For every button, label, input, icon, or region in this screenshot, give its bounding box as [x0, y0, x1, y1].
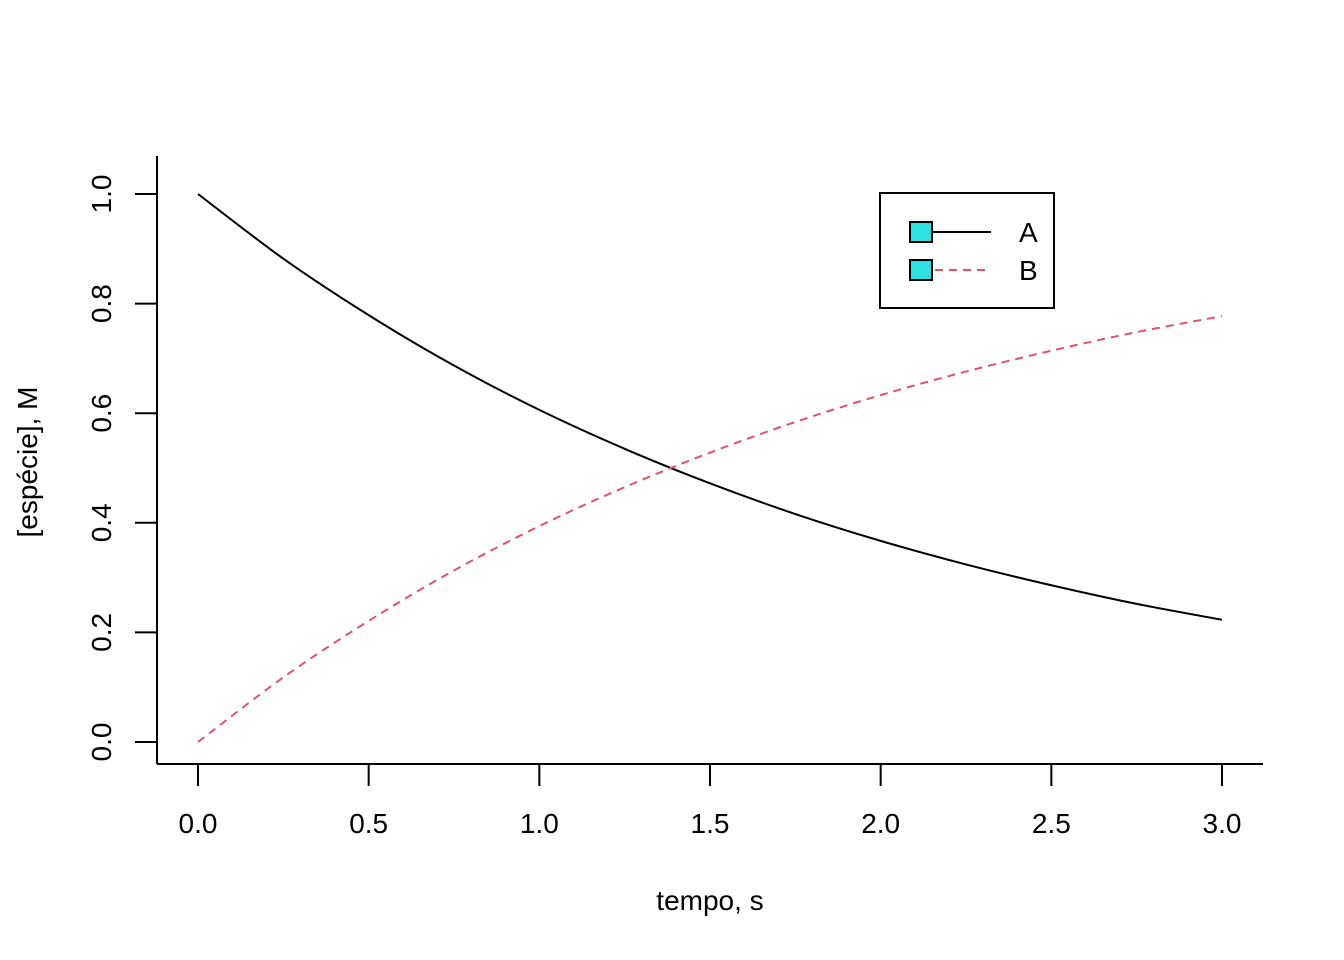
y-axis-title: [espécie], M: [12, 387, 43, 538]
x-tick-label: 2.5: [1032, 808, 1071, 839]
plot-lines: [197, 193, 1223, 743]
x-tick-label: 3.0: [1203, 808, 1242, 839]
y-tick-label: 1.0: [86, 175, 117, 214]
legend-box: [879, 192, 1055, 309]
legend: AB: [879, 192, 1055, 309]
legend-label-b: B: [1019, 255, 1038, 286]
x-axis-title: tempo, s: [656, 885, 763, 916]
y-tick-label: 0.8: [86, 284, 117, 323]
legend-swatch-a: [909, 221, 933, 243]
y-tick-label: 0.6: [86, 394, 117, 433]
y-tick-label: 0.2: [86, 613, 117, 652]
x-tick-label: 1.0: [520, 808, 559, 839]
x-axis-ticks: 0.0 0.5 1.0 1.5 2.0 2.5 3.0: [179, 764, 1242, 839]
y-tick-label: 0.4: [86, 503, 117, 542]
legend-swatch-b: [909, 259, 933, 281]
legend-label-a: A: [1019, 217, 1038, 248]
x-tick-label: 2.0: [861, 808, 900, 839]
x-tick-label: 0.0: [179, 808, 218, 839]
axes: [156, 156, 1263, 765]
y-tick-label: 0.0: [86, 723, 117, 762]
x-tick-label: 1.5: [691, 808, 730, 839]
series-line-a: [197, 193, 1223, 621]
x-tick-label: 0.5: [349, 808, 388, 839]
y-axis-ticks: 0.0 0.2 0.4 0.6 0.8 1.0: [86, 175, 157, 762]
series-line-b: [197, 315, 1223, 743]
